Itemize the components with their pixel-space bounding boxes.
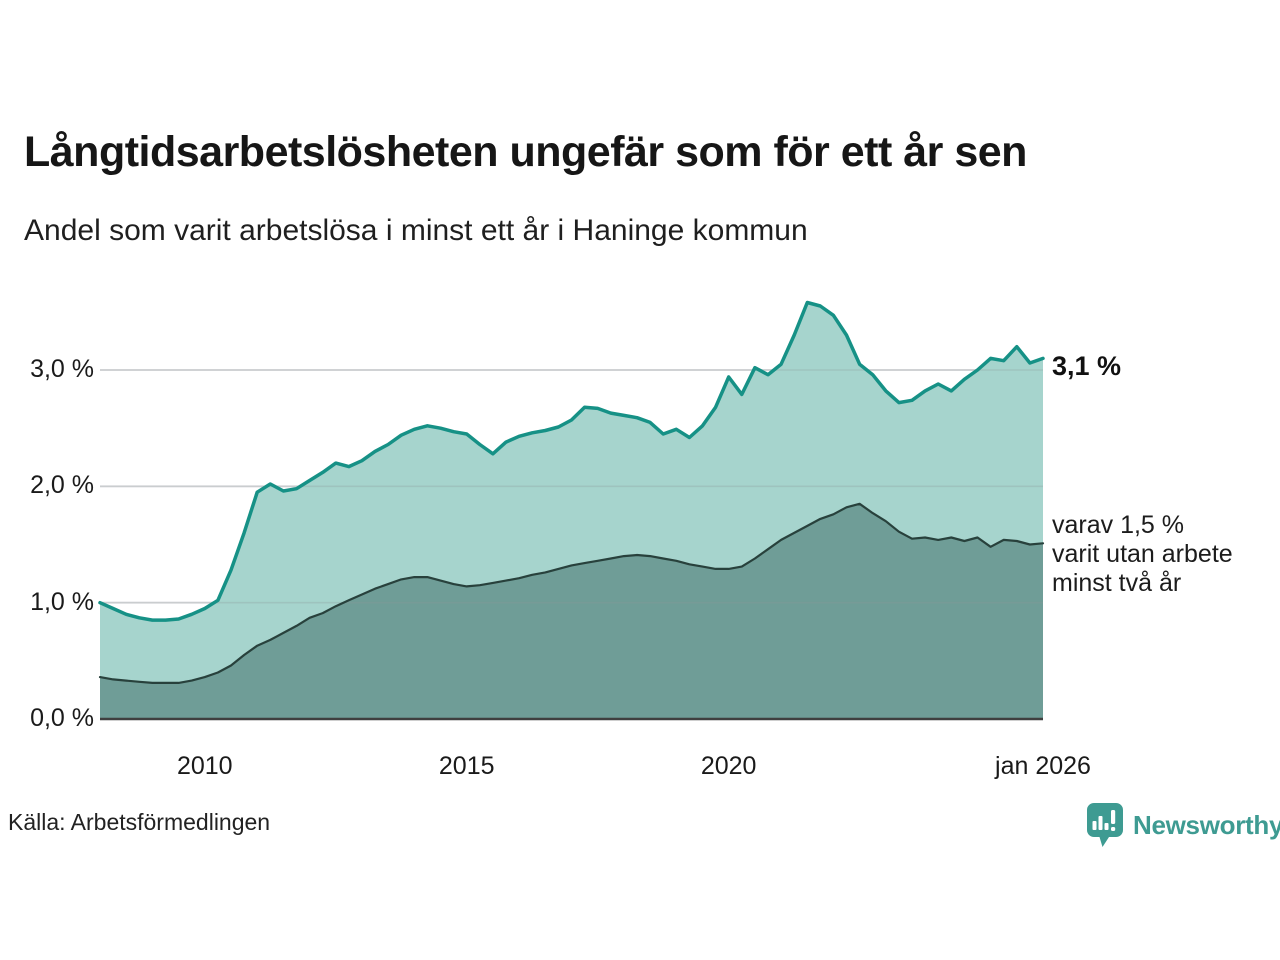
y-tick-label: 0,0 %	[30, 704, 94, 732]
newsworthy-logo-text: Newsworthy	[1133, 809, 1280, 840]
y-tick-label: 2,0 %	[30, 471, 94, 500]
area-two-years-plus	[100, 503, 1043, 719]
y-tick-label: 3,0 %	[30, 355, 94, 383]
x-tick-label: 2010	[176, 752, 233, 780]
area-chart	[98, 300, 1045, 721]
line-two-years-plus	[98, 502, 1045, 684]
latest-total-value-label: 3,1 %	[1052, 351, 1122, 381]
y-tick-label: 1,0 %	[30, 587, 94, 616]
source-credit: Källa: Arbetsförmedlingen	[8, 809, 271, 835]
secondary-label-line: varav 1,5 %	[1052, 511, 1185, 539]
line-total-longterm	[98, 300, 1045, 622]
chart-subtitle: Andel som varit arbetslösa i minst ett å…	[24, 214, 808, 247]
x-tick-label: 2015	[438, 752, 495, 780]
x-tick-label: jan 2026	[995, 752, 1091, 780]
x-tick-label: 2020	[700, 752, 757, 780]
secondary-label-line: minst två år	[1052, 569, 1182, 597]
secondary-label-line: varit utan arbete	[1052, 540, 1233, 568]
newsworthy-logo-icon	[1087, 803, 1123, 847]
chart-title: Långtidsarbetslösheten ungefär som för e…	[24, 128, 1027, 176]
newsworthy-brand: Newsworthy	[1086, 800, 1280, 850]
secondary-series-label: varav 1,5 % varit utan arbete minst två …	[1052, 511, 1233, 598]
